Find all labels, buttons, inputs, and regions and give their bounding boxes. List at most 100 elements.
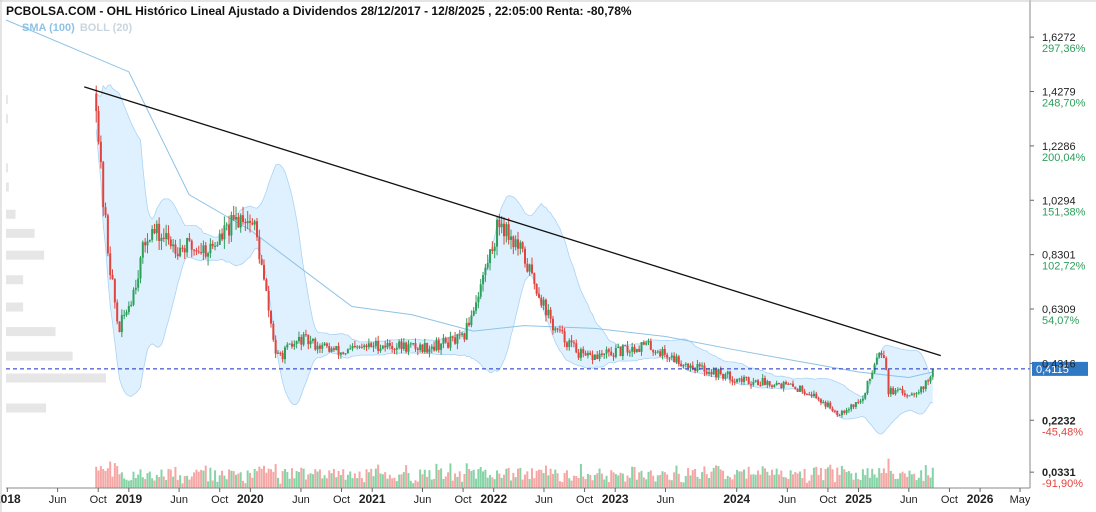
volume-bar	[577, 477, 580, 488]
candle-body	[116, 302, 119, 322]
candle-body	[726, 371, 729, 375]
volume-bar	[635, 479, 638, 488]
volume-bar	[274, 464, 277, 488]
volume-bar	[400, 474, 403, 488]
volume-bar	[922, 480, 925, 488]
candle-body	[752, 381, 755, 385]
volume-bar	[645, 479, 648, 488]
candle-body	[176, 253, 179, 257]
volume-bar	[649, 470, 652, 488]
candle-body	[812, 393, 815, 397]
volume-bar	[796, 473, 799, 488]
candle-body	[118, 321, 121, 333]
volume-bar	[463, 473, 466, 488]
volume-bar	[363, 482, 366, 488]
volume-bar	[195, 469, 198, 488]
x-tick-label: Oct	[333, 494, 350, 506]
candle-body	[577, 352, 580, 358]
volume-bar	[444, 476, 447, 488]
candle-body	[130, 304, 133, 306]
candle-body	[458, 334, 461, 336]
candle-body	[670, 355, 673, 358]
volume-profile-bar	[6, 275, 24, 285]
volume-bar	[360, 478, 363, 488]
volume-bar	[857, 478, 860, 488]
y-tick-percent: 200,04%	[1042, 152, 1086, 164]
volume-bar	[190, 476, 193, 488]
candle-body	[120, 315, 123, 333]
candle-body	[913, 393, 916, 395]
volume-profile-bar	[6, 114, 8, 124]
volume-bar	[510, 480, 513, 488]
candle-body	[868, 378, 871, 381]
volume-bar	[204, 465, 207, 488]
candle-body	[600, 353, 603, 355]
volume-bar	[561, 482, 564, 488]
candle-body	[419, 344, 422, 350]
volume-bar	[426, 476, 429, 488]
volume-bar	[290, 468, 293, 488]
candle-body	[342, 352, 345, 354]
volume-bar	[106, 468, 109, 488]
candle-body	[158, 223, 161, 241]
candle-body	[237, 216, 240, 228]
candle-body	[262, 264, 265, 280]
candle-body	[127, 305, 130, 313]
candle-body	[624, 345, 627, 347]
volume-bar	[798, 471, 801, 488]
candle-body	[596, 354, 599, 359]
volume-bar	[148, 471, 151, 488]
volume-bar	[670, 480, 673, 488]
volume-bar	[586, 473, 589, 488]
candle-body	[428, 348, 431, 353]
candle-body	[701, 365, 704, 367]
volume-bar	[472, 469, 475, 488]
candle-body	[537, 293, 540, 298]
candle-body	[449, 336, 452, 348]
volume-bar	[288, 478, 291, 488]
candle-body	[276, 352, 279, 354]
candle-body	[750, 384, 753, 386]
volume-bar	[878, 468, 881, 488]
candle-body	[393, 349, 396, 351]
volume-bar	[367, 472, 370, 488]
volume-bar	[162, 476, 165, 488]
volume-bar	[519, 467, 522, 488]
candle-body	[759, 385, 762, 387]
candle-body	[652, 349, 655, 353]
candle-body	[232, 215, 235, 220]
candle-body	[521, 242, 524, 249]
volume-bar	[339, 475, 342, 488]
volume-bar	[852, 479, 855, 488]
x-tick-label: 2020	[237, 492, 264, 506]
candle-body	[764, 377, 767, 385]
candle-body	[221, 233, 224, 240]
volume-bar	[346, 474, 349, 488]
candle-body	[558, 329, 561, 331]
y-tick-label: 1,6272	[1042, 32, 1076, 44]
volume-bar	[379, 473, 382, 488]
volume-bar	[638, 472, 641, 488]
candle-body	[822, 402, 825, 404]
candle-body	[607, 349, 610, 352]
candle-body	[880, 352, 883, 356]
candle-body	[894, 390, 897, 395]
volume-bar	[847, 471, 850, 488]
candle-body	[160, 237, 163, 241]
candle-body	[703, 365, 706, 372]
legend-boll: BOLL (20)	[79, 22, 133, 34]
volume-bar	[854, 472, 857, 488]
candle-body	[768, 381, 771, 386]
volume-bar	[617, 475, 620, 488]
volume-profile-bar	[6, 373, 106, 383]
candle-body	[826, 402, 829, 407]
x-tick-label: 2019	[115, 492, 142, 506]
volume-bar	[398, 474, 401, 488]
candle-body	[309, 340, 312, 345]
candle-body	[286, 344, 289, 348]
candle-body	[470, 315, 473, 326]
volume-bar	[169, 469, 172, 488]
x-tick-label: Jun	[657, 494, 675, 506]
volume-bar	[423, 469, 426, 488]
candle-body	[920, 386, 923, 393]
